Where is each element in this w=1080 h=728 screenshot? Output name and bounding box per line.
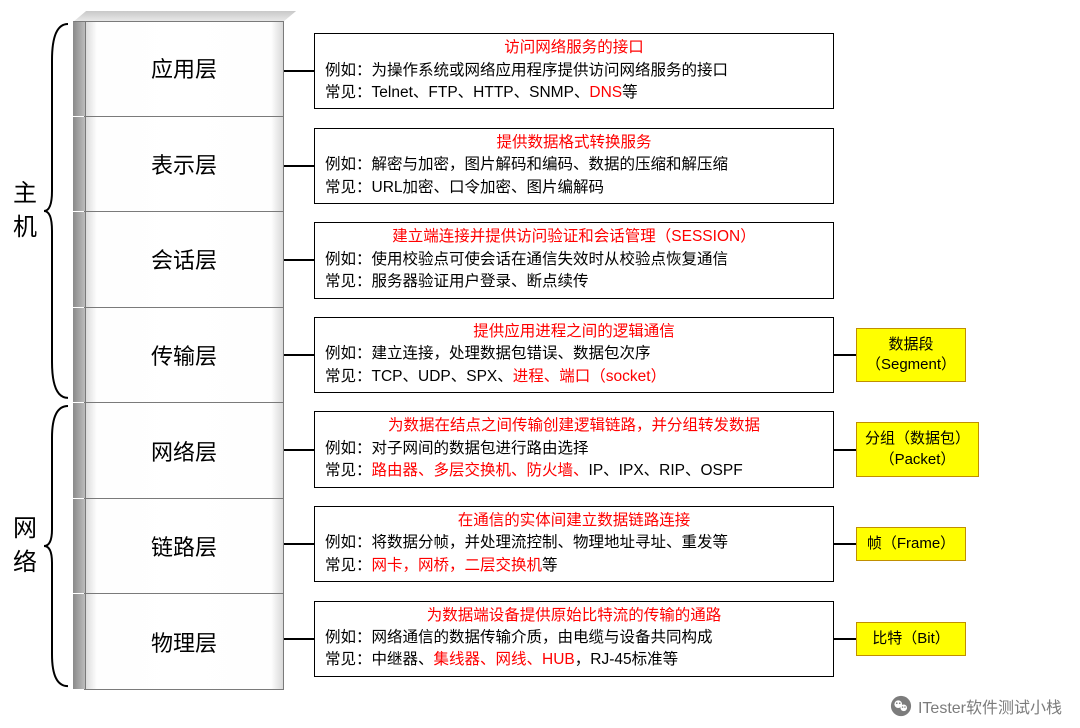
desc-common: 常见：Telnet、FTP、HTTP、SNMP、DNS等 [325,82,823,104]
desc-common: 常见：TCP、UDP、SPX、进程、端口（socket） [325,366,823,388]
desc-example: 例如：解密与加密，图片解码和编码、数据的压缩和解压缩 [325,154,823,176]
brace-host [42,20,70,402]
connector-line [834,354,856,356]
side-label-char: 机 [13,211,37,245]
unit-line: （Segment） [865,355,957,375]
side-group-labels: 主 机 网 络 [10,20,50,690]
layer-label: 传输层 [151,339,217,371]
layer-presentation: 表示层 [84,117,284,213]
desc-example: 例如：使用校验点可使会话在通信失效时从校验点恢复通信 [325,249,823,271]
desc-example: 例如：网络通信的数据传输介质，由电缆与设备共同构成 [325,627,823,649]
desc-common: 常见：中继器、集线器、网线、HUB，RJ-45标准等 [325,649,823,671]
layer-session: 会话层 [84,212,284,308]
desc-title: 提供应用进程之间的逻辑通信 [325,321,823,343]
side-label-char: 主 [13,177,37,211]
desc-common: 常见：路由器、多层交换机、防火墙、IP、IPX、RIP、OSPF [325,460,823,482]
data-unit-box: 数据段（Segment） [856,328,966,383]
desc-row: 提供数据格式转换服务例如：解密与加密，图片解码和编码、数据的压缩和解压缩常见：U… [284,119,1070,214]
layer-datalink: 链路层 [84,499,284,595]
desc-row: 为数据在结点之间传输创建逻辑链路，并分组转发数据例如：对子网间的数据包进行路由选… [284,402,1070,497]
desc-row: 建立端连接并提供访问验证和会话管理（SESSION）例如：使用校验点可使会话在通… [284,213,1070,308]
desc-row: 提供应用进程之间的逻辑通信例如：建立连接，处理数据包错误、数据包次序常见：TCP… [284,308,1070,403]
layer-label: 网络层 [151,435,217,467]
desc-example: 例如：建立连接，处理数据包错误、数据包次序 [325,343,823,365]
unit-line: 数据段 [865,335,957,355]
unit-line: 分组（数据包） [865,429,970,449]
description-box: 为数据在结点之间传输创建逻辑链路，并分组转发数据例如：对子网间的数据包进行路由选… [314,411,834,487]
desc-common: 常见：URL加密、口令加密、图片编解码 [325,177,823,199]
unit-line: （Packet） [865,450,970,470]
layer-label: 应用层 [151,52,217,84]
layer-application: 应用层 [84,20,284,117]
layer-physical: 物理层 [84,594,284,690]
desc-example: 例如：为操作系统或网络应用程序提供访问网络服务的接口 [325,60,823,82]
description-box: 提供应用进程之间的逻辑通信例如：建立连接，处理数据包错误、数据包次序常见：TCP… [314,317,834,393]
connector-line [834,449,856,451]
osi-diagram: 主 机 网 络 应用层 表示层 会话层 传输层 网络层 链路层 物理层 访问网络… [10,20,1070,690]
brace-network [42,402,70,690]
layer-transport: 传输层 [84,308,284,404]
desc-common: 常见：网卡，网桥，二层交换机等 [325,555,823,577]
data-unit-box: 分组（数据包）（Packet） [856,422,979,477]
side-label-network: 网 络 [10,402,40,690]
watermark: ITester软件测试小栈 [890,694,1062,718]
desc-common: 常见：服务器验证用户登录、断点续传 [325,271,823,293]
layer-stack: 应用层 表示层 会话层 传输层 网络层 链路层 物理层 [84,20,284,690]
description-box: 为数据端设备提供原始比特流的传输的通路例如：网络通信的数据传输介质，由电缆与设备… [314,601,834,677]
description-box: 访问网络服务的接口例如：为操作系统或网络应用程序提供访问网络服务的接口常见：Te… [314,33,834,109]
connector-line [834,543,856,545]
layer-label: 会话层 [151,243,217,275]
wechat-icon [890,695,912,717]
side-label-host: 主 机 [10,20,40,402]
connector-line [284,354,314,356]
watermark-text: ITester软件测试小栈 [918,694,1062,718]
desc-row: 在通信的实体间建立数据链路连接例如：将数据分帧，并处理流控制、物理地址寻址、重发… [284,497,1070,592]
side-label-char: 网 [13,512,37,546]
side-label-char: 络 [13,546,37,580]
layer-label: 链路层 [151,530,217,562]
descriptions: 访问网络服务的接口例如：为操作系统或网络应用程序提供访问网络服务的接口常见：Te… [284,20,1070,690]
connector-line [284,543,314,545]
desc-example: 例如：对子网间的数据包进行路由选择 [325,438,823,460]
data-unit-box: 帧（Frame） [856,527,966,561]
desc-title: 为数据端设备提供原始比特流的传输的通路 [325,605,823,627]
layer-label: 表示层 [151,148,217,180]
connector-line [284,449,314,451]
data-unit-box: 比特（Bit） [856,622,966,656]
desc-row: 访问网络服务的接口例如：为操作系统或网络应用程序提供访问网络服务的接口常见：Te… [284,24,1070,119]
description-box: 建立端连接并提供访问验证和会话管理（SESSION）例如：使用校验点可使会话在通… [314,222,834,298]
connector-line [284,165,314,167]
desc-title: 在通信的实体间建立数据链路连接 [325,510,823,532]
desc-title: 为数据在结点之间传输创建逻辑链路，并分组转发数据 [325,415,823,437]
layer-label: 物理层 [151,626,217,658]
desc-title: 建立端连接并提供访问验证和会话管理（SESSION） [325,226,823,248]
connector-line [284,259,314,261]
unit-line: 比特（Bit） [865,629,957,649]
desc-title: 提供数据格式转换服务 [325,132,823,154]
unit-line: 帧（Frame） [865,534,957,554]
layer-network: 网络层 [84,403,284,499]
connector-line [834,638,856,640]
desc-example: 例如：将数据分帧，并处理流控制、物理地址寻址、重发等 [325,532,823,554]
description-box: 在通信的实体间建立数据链路连接例如：将数据分帧，并处理流控制、物理地址寻址、重发… [314,506,834,582]
connector-line [284,638,314,640]
connector-line [284,70,314,72]
desc-title: 访问网络服务的接口 [325,37,823,59]
desc-row: 为数据端设备提供原始比特流的传输的通路例如：网络通信的数据传输介质，由电缆与设备… [284,591,1070,686]
description-box: 提供数据格式转换服务例如：解密与加密，图片解码和编码、数据的压缩和解压缩常见：U… [314,128,834,204]
